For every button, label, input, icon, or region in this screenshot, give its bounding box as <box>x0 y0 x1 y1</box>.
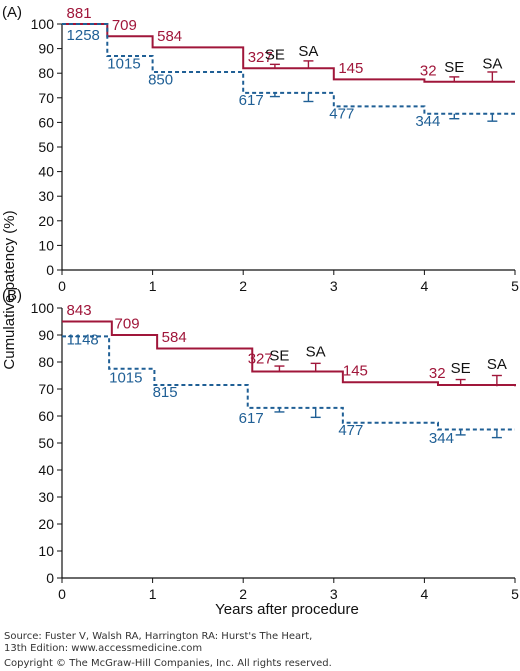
x-tick-label: 3 <box>330 278 338 294</box>
y-tick-label: 70 <box>38 90 54 106</box>
group-annotation: SA <box>482 55 502 72</box>
x-tick-label: 1 <box>149 278 157 294</box>
at-risk-label: 584 <box>157 28 182 45</box>
at-risk-label: 145 <box>343 363 368 380</box>
x-tick-label: 2 <box>239 278 247 294</box>
group-annotation: SE <box>444 59 464 76</box>
at-risk-label: 1015 <box>107 55 140 72</box>
x-tick-label: 3 <box>330 586 338 602</box>
x-tick-label: 0 <box>58 586 66 602</box>
panel-label: (B) <box>2 287 22 304</box>
x-tick-label: 4 <box>421 586 429 602</box>
source-line-2: 13th Edition: www.accessmedicine.com <box>4 643 203 654</box>
at-risk-label: 327 <box>248 350 273 367</box>
at-risk-label: 477 <box>329 106 354 123</box>
group-annotation: SA <box>487 356 507 373</box>
y-tick-label: 90 <box>38 41 54 57</box>
x-tick-label: 0 <box>58 278 66 294</box>
group-annotation: SA <box>298 43 318 60</box>
at-risk-label: 1148 <box>67 331 99 348</box>
series-line-dashed <box>62 23 515 115</box>
at-risk-label: 145 <box>338 60 363 77</box>
y-tick-label: 10 <box>38 543 54 559</box>
at-risk-label: 617 <box>239 410 264 427</box>
group-annotation: SA <box>306 344 326 361</box>
at-risk-label: 617 <box>239 92 264 109</box>
at-risk-label: 881 <box>67 5 92 22</box>
x-tick-label: 4 <box>421 278 429 294</box>
at-risk-label: 477 <box>338 422 363 439</box>
x-tick-label: 2 <box>239 586 247 602</box>
y-tick-label: 100 <box>31 300 55 316</box>
at-risk-label: 327 <box>248 49 273 66</box>
at-risk-label: 709 <box>115 315 140 332</box>
source-line-1: Source: Fuster V, Walsh RA, Harrington R… <box>4 631 313 642</box>
at-risk-label: 584 <box>162 329 187 346</box>
panel-b: (B) 0 10 20 30 40 50 60 70 80 90 100 0 1 2 3 4 5 843 709 584… <box>2 287 519 602</box>
series-line-solid <box>62 23 515 83</box>
x-tick-label: 5 <box>511 278 519 294</box>
y-tick-label: 10 <box>38 237 54 253</box>
at-risk-label: 344 <box>415 113 440 130</box>
series-line-dashed <box>62 335 515 431</box>
x-axis-label: Years after procedure <box>215 601 359 618</box>
group-annotation: SE <box>451 360 471 377</box>
y-tick-label: 40 <box>38 462 54 478</box>
copyright-notice: Copyright © The McGraw-Hill Companies, I… <box>4 658 332 669</box>
at-risk-label: 1015 <box>109 369 142 386</box>
y-tick-label: 30 <box>38 188 54 204</box>
source-citation: Source: Fuster V, Walsh RA, Harrington R… <box>4 631 312 655</box>
y-tick-label: 80 <box>38 354 54 370</box>
y-tick-label: 0 <box>46 570 54 586</box>
y-tick-label: 40 <box>38 164 54 180</box>
at-risk-label: 843 <box>67 302 92 319</box>
y-axis-label: Cumulative patency (%) <box>1 210 18 369</box>
y-tick-label: 20 <box>38 213 54 229</box>
panel-label: (A) <box>2 4 22 21</box>
at-risk-label: 709 <box>112 17 137 34</box>
at-risk-label: 32 <box>429 365 446 382</box>
y-tick-label: 0 <box>46 262 54 278</box>
y-tick-label: 60 <box>38 408 54 424</box>
y-tick-label: 100 <box>31 16 55 32</box>
y-tick-label: 70 <box>38 381 54 397</box>
group-annotation: SE <box>269 348 289 365</box>
y-tick-label: 30 <box>38 489 54 505</box>
group-annotation: SE <box>265 47 285 64</box>
at-risk-label: 815 <box>153 384 178 401</box>
series-line-solid <box>62 320 516 387</box>
at-risk-label: 1258 <box>67 27 100 44</box>
at-risk-label: 850 <box>148 71 173 88</box>
x-tick-label: 5 <box>511 586 519 602</box>
x-tick-label: 1 <box>149 586 157 602</box>
panel-a: (A) 0 10 20 30 40 50 60 70 80 90 100 0 1 2 3 4 5 881 709 584… <box>2 4 519 294</box>
y-tick-label: 50 <box>38 139 54 155</box>
y-tick-label: 80 <box>38 65 54 81</box>
y-tick-label: 60 <box>38 114 54 130</box>
y-tick-label: 90 <box>38 327 54 343</box>
at-risk-label: 32 <box>420 63 437 80</box>
y-tick-label: 50 <box>38 435 54 451</box>
at-risk-label: 344 <box>429 430 454 447</box>
y-tick-label: 20 <box>38 516 54 532</box>
